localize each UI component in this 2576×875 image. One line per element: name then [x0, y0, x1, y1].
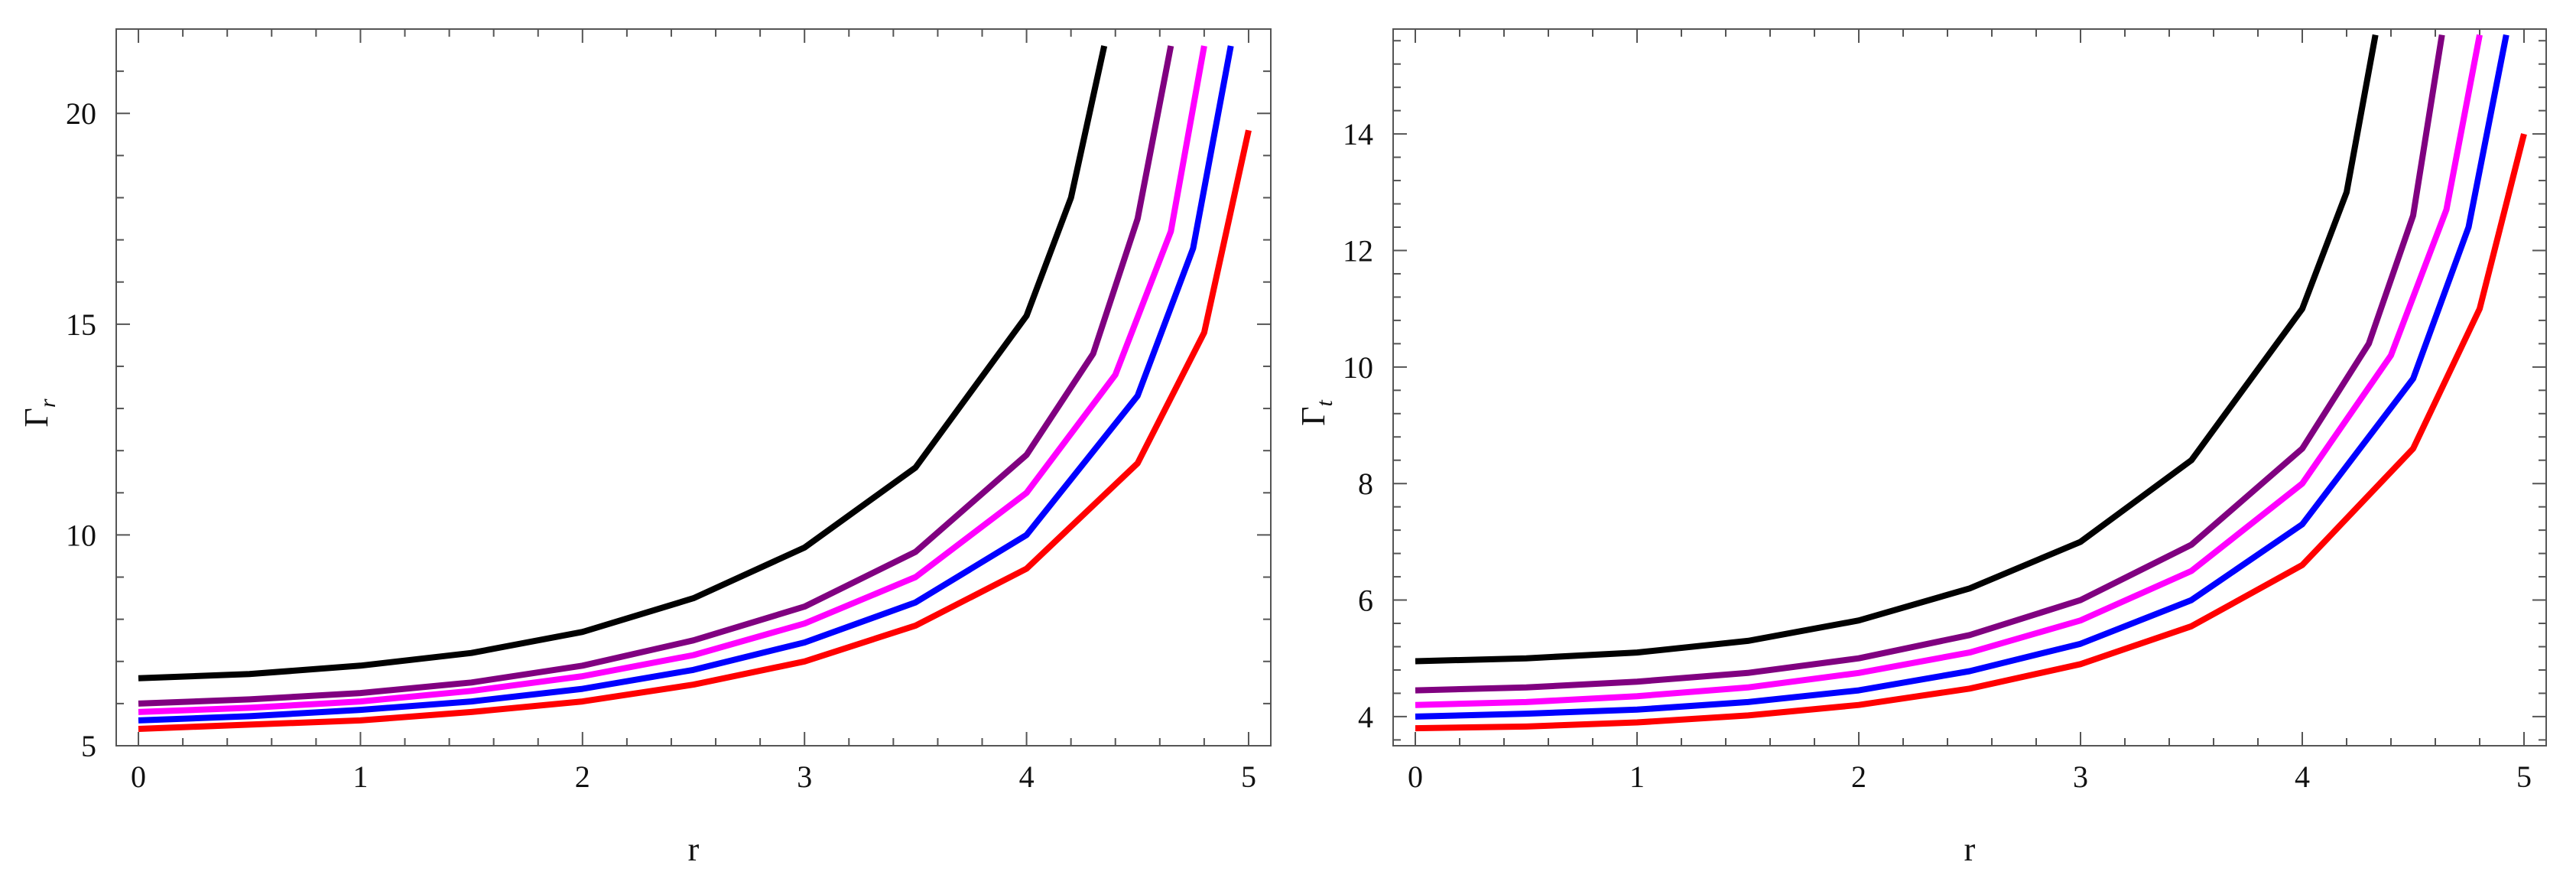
series-line-4 — [1415, 34, 2509, 720]
x-axis-label: r — [688, 831, 700, 868]
y-tick-label: 15 — [66, 307, 96, 342]
series-line-2 — [138, 45, 1174, 707]
x-tick-label: 2 — [1851, 760, 1866, 794]
y-tick-label: 6 — [1358, 584, 1373, 618]
x-tick-label: 4 — [1019, 760, 1035, 794]
series-line-5 — [138, 129, 1252, 732]
y-tick-label: 10 — [1343, 350, 1373, 385]
y-tick-label: 8 — [1358, 467, 1373, 501]
y-tick-label: 20 — [66, 96, 96, 131]
x-tick-label: 0 — [1408, 760, 1423, 794]
y-tick-label: 10 — [66, 518, 96, 552]
x-tick-label: 5 — [1241, 760, 1256, 794]
y-tick-label: 4 — [1358, 700, 1373, 734]
x-tick-label: 1 — [352, 760, 368, 794]
y-axis-label: Γr — [18, 398, 60, 427]
x-tick-label: 1 — [1629, 760, 1645, 794]
y-tick-label: 14 — [1343, 117, 1373, 151]
plot-frame — [1392, 28, 2547, 747]
chart-panel-1: 0 1 2 3 4 5 5 10 15 20 r Γr — [18, 28, 1272, 868]
y-axis-label: Γt — [1294, 399, 1337, 425]
series-line-2 — [1415, 34, 2445, 694]
x-tick-label: 3 — [797, 760, 812, 794]
x-tick-label: 4 — [2295, 760, 2310, 794]
x-tick-label: 0 — [131, 760, 146, 794]
series-line-5 — [1415, 133, 2527, 732]
series-line-1 — [138, 45, 1108, 681]
x-tick-label: 5 — [2516, 760, 2532, 794]
series-line-1 — [1415, 34, 2379, 665]
x-axis-label: r — [1964, 831, 1976, 868]
x-tick-label: 2 — [575, 760, 590, 794]
series-line-3 — [1415, 34, 2483, 708]
y-tick-label: 12 — [1343, 233, 1373, 268]
series-line-3 — [138, 45, 1207, 715]
series-line-4 — [138, 45, 1234, 724]
x-tick-label: 3 — [2073, 760, 2088, 794]
plot-frame — [115, 28, 1272, 747]
y-tick-label: 5 — [81, 729, 96, 763]
